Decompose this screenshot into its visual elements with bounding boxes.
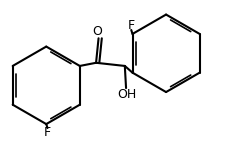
- Text: O: O: [92, 25, 102, 39]
- Text: F: F: [44, 126, 51, 139]
- Text: OH: OH: [118, 88, 137, 101]
- Text: F: F: [128, 19, 135, 32]
